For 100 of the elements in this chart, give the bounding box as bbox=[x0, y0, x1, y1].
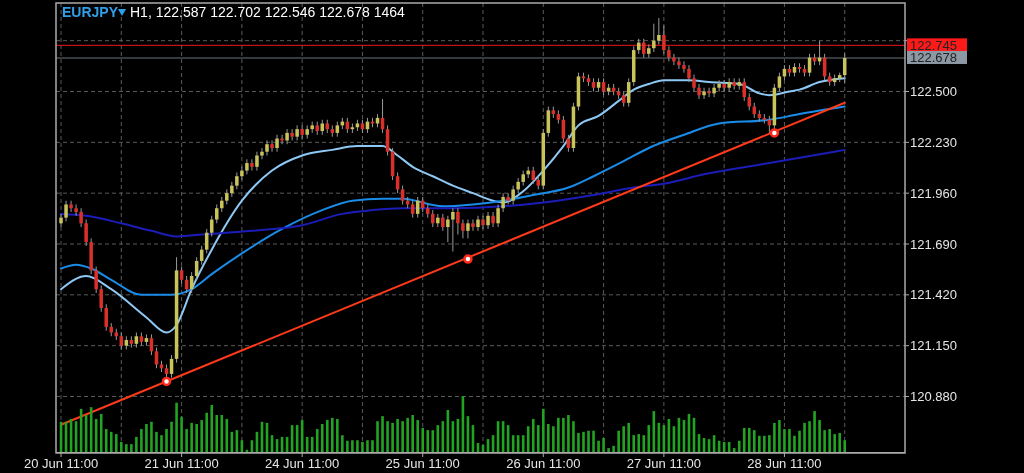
bar bbox=[597, 440, 600, 452]
bar bbox=[536, 425, 540, 452]
bar bbox=[180, 416, 183, 452]
bar bbox=[813, 411, 816, 452]
bar bbox=[808, 421, 811, 452]
candlestick bbox=[642, 38, 646, 59]
x-tick-label: 25 Jun 11:00 bbox=[385, 456, 460, 471]
y-tick-label: 120.880 bbox=[910, 389, 957, 405]
bar bbox=[200, 420, 203, 452]
bar bbox=[391, 422, 394, 452]
x-tick-label: 26 Jun 11:00 bbox=[506, 456, 581, 471]
bar bbox=[577, 432, 580, 452]
candlestick bbox=[496, 203, 500, 228]
bar bbox=[833, 434, 836, 452]
candlestick bbox=[677, 57, 681, 70]
bar bbox=[140, 429, 143, 452]
bar bbox=[592, 430, 595, 452]
bar bbox=[396, 418, 399, 452]
candlestick bbox=[722, 79, 726, 92]
bar bbox=[351, 440, 354, 452]
bar bbox=[331, 417, 334, 452]
candlestick bbox=[506, 192, 510, 205]
bar bbox=[361, 441, 364, 452]
bar bbox=[768, 435, 771, 452]
bar bbox=[572, 421, 575, 452]
bar bbox=[567, 415, 570, 452]
chart-title: EURJPY bbox=[62, 4, 119, 20]
bar bbox=[371, 440, 374, 452]
y-tick-label: 122.230 bbox=[910, 134, 957, 150]
candlestick bbox=[255, 151, 259, 172]
ref-line-label: 122.745 bbox=[910, 37, 957, 53]
bar bbox=[828, 429, 831, 452]
candlestick bbox=[94, 266, 98, 294]
candlestick bbox=[481, 215, 485, 230]
bar bbox=[788, 429, 791, 452]
candlestick bbox=[712, 83, 716, 98]
bar bbox=[220, 415, 224, 452]
point bbox=[463, 254, 473, 264]
bar bbox=[125, 444, 128, 452]
candlestick bbox=[260, 147, 264, 160]
bar bbox=[783, 429, 786, 452]
candlestick bbox=[79, 207, 83, 228]
bar bbox=[114, 434, 118, 452]
point bbox=[161, 376, 172, 387]
candlestick bbox=[742, 77, 746, 102]
candlestick bbox=[687, 64, 691, 83]
candlestick bbox=[74, 203, 78, 217]
bar bbox=[376, 421, 379, 452]
bar bbox=[823, 430, 826, 452]
bar bbox=[547, 424, 550, 452]
bar bbox=[798, 430, 801, 452]
bar bbox=[185, 429, 188, 452]
bar bbox=[778, 420, 781, 452]
bar bbox=[205, 412, 209, 452]
bar bbox=[421, 427, 425, 452]
bar bbox=[531, 418, 535, 452]
bar bbox=[647, 425, 651, 452]
bar bbox=[155, 431, 158, 452]
candlestick bbox=[667, 45, 671, 62]
point bbox=[769, 128, 780, 138]
candlestick bbox=[265, 139, 269, 157]
candlestick bbox=[697, 83, 701, 100]
bar bbox=[818, 420, 821, 452]
bar bbox=[356, 440, 359, 452]
bar bbox=[617, 430, 620, 452]
candlestick bbox=[471, 219, 475, 232]
candlestick bbox=[777, 72, 782, 92]
candlestick bbox=[702, 87, 706, 100]
bar bbox=[607, 448, 610, 452]
candlestick bbox=[99, 284, 103, 313]
candlestick bbox=[451, 207, 455, 253]
bar bbox=[160, 435, 163, 452]
candlestick bbox=[295, 124, 299, 141]
bar bbox=[642, 435, 646, 452]
bar bbox=[552, 426, 555, 452]
bar bbox=[587, 430, 590, 452]
bar bbox=[763, 435, 766, 452]
bar bbox=[310, 436, 314, 452]
bar bbox=[602, 438, 605, 452]
bar bbox=[175, 402, 178, 452]
bar bbox=[320, 424, 324, 452]
candlestick bbox=[215, 203, 219, 224]
bar bbox=[135, 436, 138, 452]
ref-line-label: 122.678 bbox=[910, 50, 957, 66]
candlestick bbox=[69, 200, 73, 213]
bar bbox=[542, 408, 545, 452]
bar bbox=[838, 432, 841, 452]
bar bbox=[406, 417, 409, 452]
line-series bbox=[60, 148, 846, 238]
bar bbox=[773, 422, 776, 452]
bar bbox=[99, 413, 103, 452]
candlestick bbox=[652, 23, 656, 53]
bar bbox=[195, 424, 198, 452]
candlestick bbox=[461, 219, 465, 239]
bar bbox=[737, 440, 741, 452]
candlestick bbox=[707, 87, 711, 98]
candlestick bbox=[486, 211, 490, 230]
y-tick-label: 121.690 bbox=[910, 236, 957, 252]
bar bbox=[557, 417, 560, 452]
bar bbox=[145, 424, 148, 452]
